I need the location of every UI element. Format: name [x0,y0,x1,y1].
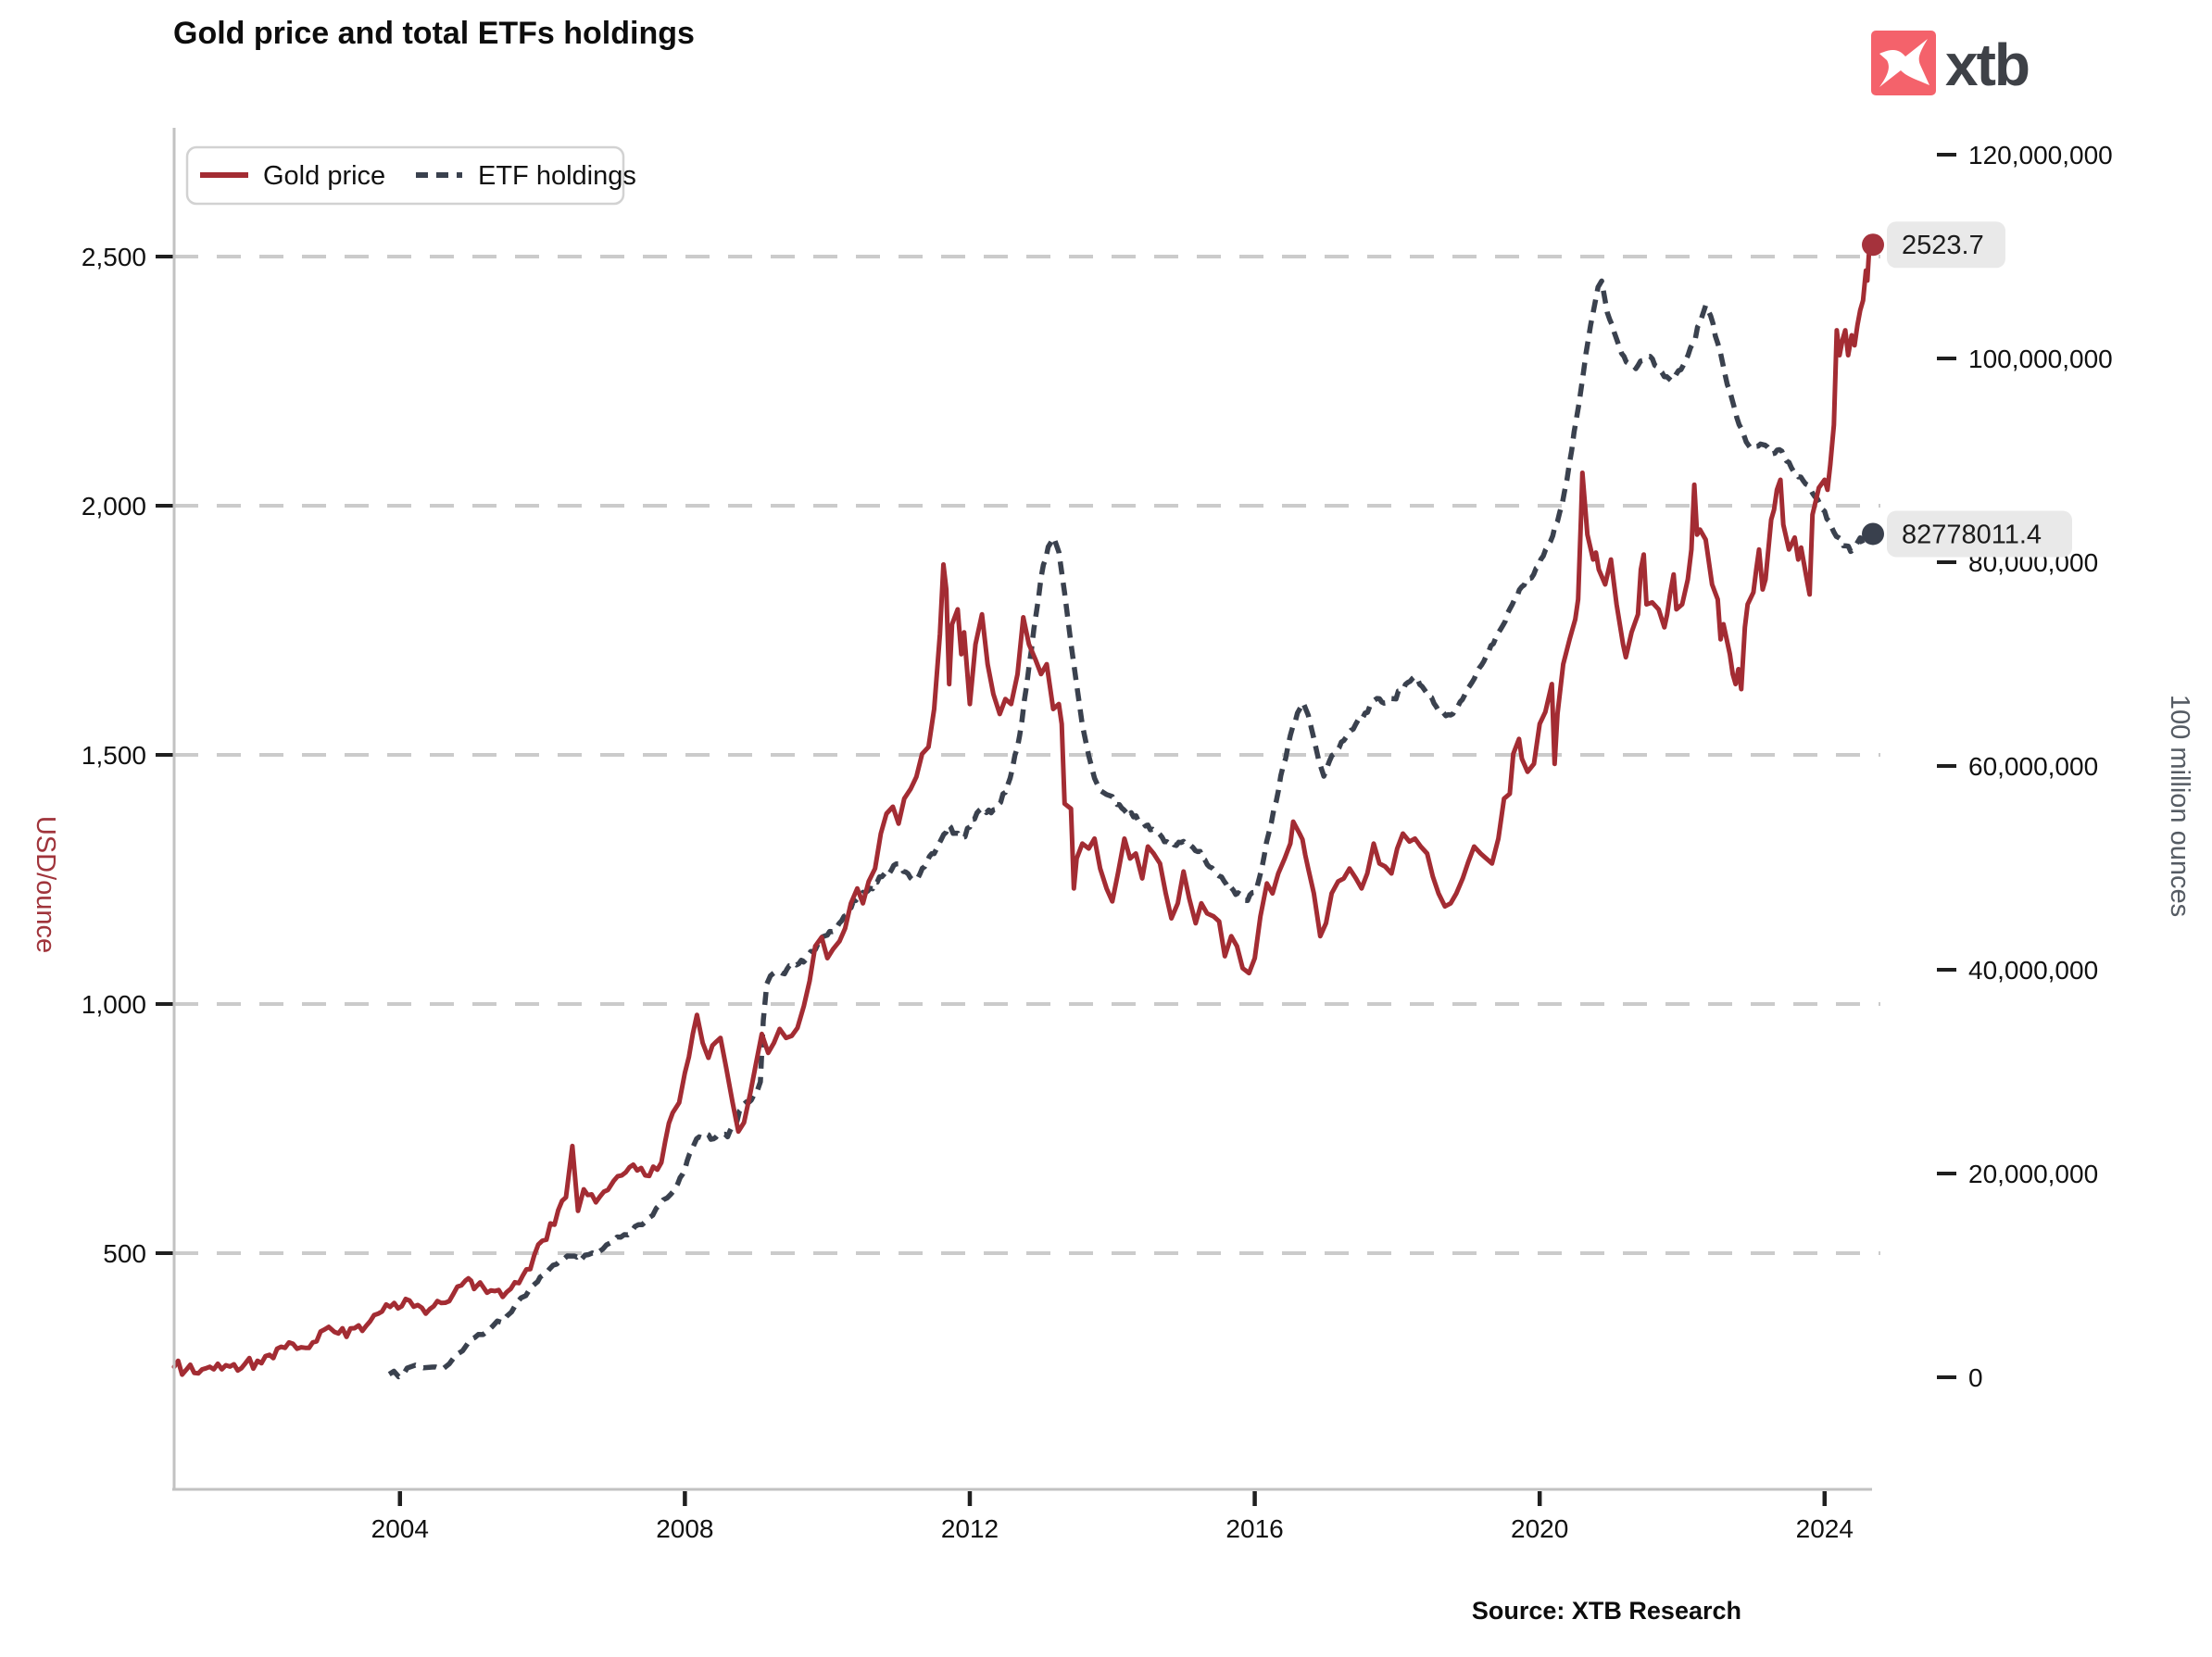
left-tick-label: 2,000 [82,492,146,521]
right-tick-label: 20,000,000 [1968,1160,2098,1188]
right-tick-label: 0 [1968,1363,1983,1392]
legend-gold-label: Gold price [263,161,385,191]
x-tick-label: 2008 [656,1514,713,1543]
gold-price-line [171,242,1873,1377]
right-tick-label: 40,000,000 [1968,956,2098,985]
axes-layer: 500 1,000 1,500 2,000 2,500 0 20,000,000 40,000… [82,128,2113,1543]
left-tick-label: 1,000 [82,990,146,1019]
etf-end-dot [1862,522,1884,546]
gold-end-annotation: 2523.7 [1862,221,2005,269]
etf-holdings-line [387,278,1873,1380]
left-tick-label: 2,500 [82,243,146,271]
etf-end-label: 82778011.4 [1902,520,2042,549]
x-tick-label: 2020 [1511,1514,1568,1543]
page-title: Gold price and total ETFs holdings [173,16,695,51]
left-axis-title: USD/ounce [31,816,60,953]
source-note: Source: XTB Research [1472,1597,1741,1625]
etf-end-bubble [1887,510,2072,558]
series-layer [171,242,1873,1380]
left-tick-label: 500 [103,1239,146,1268]
legend-box [185,145,625,206]
gridlines-layer [174,255,1880,1255]
right-tick-label: 60,000,000 [1968,752,2098,781]
etf-end-annotation: 82778011.4 [1862,510,2072,558]
right-tick-label: 100,000,000 [1968,345,2113,373]
xtb-logo: xtb [1871,31,2030,98]
gold-end-dot [1862,233,1884,257]
gold-end-bubble [1887,221,2005,269]
x-tick-label: 2016 [1225,1514,1283,1543]
left-tick-label: 1,500 [82,741,146,770]
legend-etf-label: ETF holdings [478,161,636,191]
x-tick-label: 2024 [1796,1514,1854,1543]
x-tick-label: 2004 [371,1514,429,1543]
legend: Gold price ETF holdings [185,145,636,206]
gold-end-label: 2523.7 [1902,231,1984,260]
right-tick-label: 120,000,000 [1968,141,2113,169]
right-axis-title: 100 million ounces [2165,695,2194,917]
xtb-logo-x-icon [1879,39,1929,87]
xtb-logo-text: xtb [1945,31,2029,98]
x-tick-label: 2012 [941,1514,999,1543]
